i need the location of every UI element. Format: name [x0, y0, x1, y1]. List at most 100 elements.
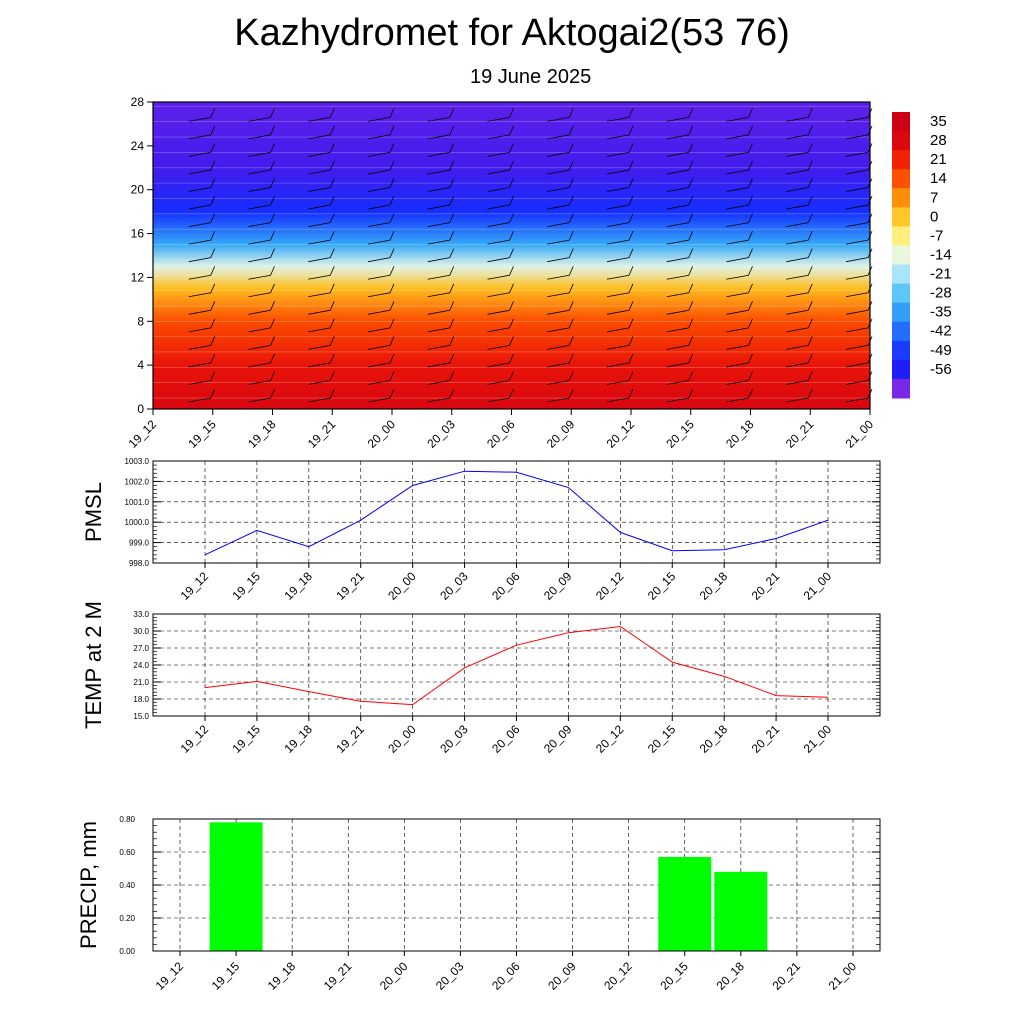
- x-tick-label: 19_21: [305, 417, 339, 451]
- x-tick-label: 20_15: [663, 417, 697, 451]
- wind-barb: [547, 108, 574, 122]
- wind-barb: [487, 283, 514, 298]
- wind-barb: [308, 230, 335, 245]
- wind-barb: [248, 143, 275, 157]
- precip-bar: [714, 871, 768, 951]
- wind-barb: [367, 388, 395, 403]
- wind-barb: [367, 143, 395, 157]
- wind-barb: [308, 125, 335, 140]
- x-tick-label: 20_06: [489, 569, 523, 603]
- wind-barb: [547, 266, 574, 280]
- wind-barb: [845, 388, 873, 403]
- wind-barb: [367, 195, 395, 210]
- wind-barb: [308, 195, 335, 210]
- wind-barb: [487, 301, 514, 315]
- wind-barb: [606, 301, 634, 315]
- colorbar-label: -14: [930, 246, 952, 263]
- wind-barb: [726, 371, 753, 385]
- x-tick-label: 20_12: [601, 959, 635, 993]
- colorbar-label: -28: [930, 285, 952, 302]
- wind-barb: [248, 248, 275, 263]
- wind-barb: [308, 318, 335, 333]
- wind-barb: [606, 213, 634, 228]
- wind-barb: [367, 336, 395, 350]
- colorbar-label: 28: [930, 132, 947, 149]
- wind-barb: [248, 371, 275, 385]
- wind-barb: [248, 388, 275, 403]
- wind-barb: [666, 283, 694, 298]
- wind-barb: [427, 318, 455, 333]
- y-axis-label: PRECIP, mm: [76, 821, 101, 949]
- precip-bar: [658, 856, 712, 951]
- wind-barb: [367, 301, 395, 315]
- wind-barb: [786, 195, 813, 210]
- wind-barb: [547, 160, 574, 175]
- wind-barb: [308, 266, 335, 280]
- wind-barb: [726, 178, 753, 192]
- wind-barb: [487, 266, 514, 280]
- wind-barb: [427, 125, 455, 140]
- wind-barb: [666, 195, 694, 210]
- x-tick-label: 20_21: [749, 722, 783, 756]
- x-tick-label: 20_06: [489, 722, 523, 756]
- wind-barb: [547, 353, 574, 368]
- y-tick-label: 33.0: [133, 610, 149, 619]
- wind-barb: [188, 160, 216, 175]
- x-tick-label: 20_18: [723, 417, 757, 451]
- wind-barb: [308, 160, 335, 175]
- y-tick-label: 16: [131, 227, 145, 241]
- colorbar-segment: [892, 321, 910, 342]
- wind-barb: [427, 301, 455, 315]
- wind-barb: [547, 143, 574, 157]
- x-tick-label: 19_18: [265, 959, 299, 993]
- wind-barb: [248, 301, 275, 315]
- wind-barb: [367, 213, 395, 228]
- colorbar-segment: [892, 264, 910, 285]
- wind-barb: [248, 178, 275, 192]
- x-tick-label: 20_15: [657, 959, 691, 993]
- wind-barb: [367, 160, 395, 175]
- wind-barb: [845, 160, 873, 175]
- wind-barb: [188, 108, 216, 122]
- y-tick-label: 15.0: [133, 712, 149, 721]
- wind-barb: [606, 195, 634, 210]
- wind-barb: [786, 283, 813, 298]
- wind-barb: [248, 230, 275, 245]
- y-tick-label: 20: [131, 183, 145, 197]
- wind-barb: [666, 143, 694, 157]
- wind-barb: [367, 248, 395, 263]
- x-tick-label: 19_12: [178, 569, 212, 603]
- colorbar-label: 0: [930, 208, 938, 225]
- x-tick-label: 19_21: [333, 569, 367, 603]
- colorbar-segment: [892, 226, 910, 246]
- x-tick-label: 20_00: [365, 417, 399, 451]
- wind-barb: [427, 230, 455, 245]
- x-tick-label: 20_03: [437, 569, 471, 603]
- wind-barb: [606, 353, 634, 368]
- wind-barb: [845, 195, 873, 210]
- wind-barb: [726, 195, 753, 210]
- y-tick-label: 12: [131, 270, 145, 284]
- y-tick-label: 1000.0: [125, 518, 150, 527]
- wind-barb: [547, 248, 574, 263]
- page-title: Kazhydromet for Aktogai2(53 76): [234, 12, 790, 54]
- wind-barb: [666, 318, 694, 333]
- wind-barb: [547, 388, 574, 403]
- x-tick-label: 20_18: [713, 959, 747, 993]
- wind-barb: [606, 248, 634, 263]
- wind-barb: [606, 318, 634, 333]
- wind-barb: [845, 266, 873, 280]
- x-tick-label: 20_09: [541, 569, 575, 603]
- colorbar-segment: [892, 112, 910, 132]
- x-tick-label: 20_15: [645, 722, 679, 756]
- wind-barb: [845, 230, 873, 245]
- y-tick-label: 24.0: [133, 661, 149, 670]
- x-tick-label: 19_15: [230, 569, 264, 603]
- colorbar-segment: [892, 207, 910, 227]
- y-tick-label: 0.40: [119, 881, 135, 890]
- precip-bar: [209, 822, 263, 951]
- colorbar-segment: [892, 169, 910, 189]
- wind-barb: [188, 283, 216, 298]
- wind-barb: [188, 371, 216, 385]
- wind-barb: [726, 248, 753, 263]
